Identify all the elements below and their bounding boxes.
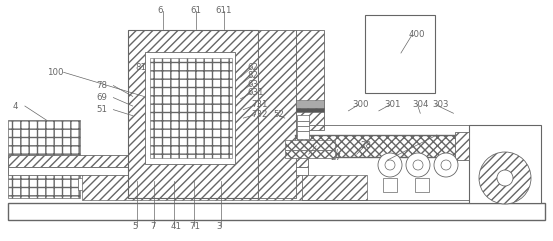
Circle shape [413, 160, 423, 170]
Bar [297, 115, 309, 121]
Text: 3: 3 [217, 221, 222, 231]
Text: 63: 63 [248, 80, 259, 89]
Bar [296, 108, 324, 112]
Text: 8: 8 [150, 63, 156, 72]
Bar [297, 131, 309, 139]
Bar [8, 167, 308, 175]
Text: 52: 52 [274, 110, 285, 119]
Text: 71: 71 [189, 221, 200, 231]
Text: 611: 611 [216, 6, 232, 15]
Text: 41: 41 [170, 221, 181, 231]
Bar [455, 132, 469, 160]
Text: 302: 302 [383, 156, 399, 165]
Text: 51: 51 [97, 105, 108, 114]
Text: 304: 304 [412, 100, 429, 109]
Text: 81: 81 [135, 63, 147, 72]
Bar [296, 30, 324, 130]
Bar [365, 15, 435, 93]
Text: 4: 4 [12, 101, 18, 111]
Text: 6: 6 [158, 6, 163, 15]
Circle shape [378, 153, 402, 177]
Text: 29: 29 [311, 141, 322, 150]
Text: 631: 631 [248, 88, 264, 97]
Text: 100: 100 [47, 68, 64, 77]
Bar [8, 155, 308, 167]
Bar [295, 135, 457, 157]
Circle shape [385, 160, 395, 170]
Bar [285, 150, 335, 158]
Text: 731: 731 [252, 100, 268, 109]
Bar [128, 30, 258, 198]
Bar [145, 52, 235, 164]
Text: 301: 301 [384, 100, 401, 109]
Bar [297, 121, 309, 126]
Bar [285, 140, 335, 150]
Bar [469, 125, 541, 203]
Text: 78: 78 [97, 81, 108, 90]
Text: 62: 62 [248, 63, 259, 72]
Text: 303: 303 [432, 100, 449, 109]
Text: 82: 82 [248, 71, 259, 80]
Bar [296, 100, 324, 108]
Bar [8, 120, 80, 198]
Bar [78, 178, 93, 190]
Circle shape [497, 170, 513, 186]
Text: 7: 7 [150, 221, 156, 231]
Text: 28: 28 [361, 141, 372, 150]
Text: 61: 61 [191, 6, 202, 15]
Circle shape [441, 160, 451, 170]
Bar [415, 178, 429, 192]
Bar [302, 175, 367, 200]
Bar [297, 126, 309, 131]
Circle shape [479, 152, 531, 204]
Bar [258, 30, 296, 198]
Circle shape [406, 153, 430, 177]
Text: 400: 400 [408, 30, 425, 40]
Text: 69: 69 [97, 93, 108, 102]
Bar [82, 175, 302, 200]
Bar [150, 58, 232, 158]
Text: 5: 5 [133, 221, 138, 231]
Circle shape [434, 153, 458, 177]
Text: 732: 732 [252, 110, 268, 119]
Bar [383, 178, 397, 192]
Text: 27: 27 [331, 153, 342, 162]
Bar [8, 203, 545, 220]
Text: 300: 300 [353, 100, 369, 109]
